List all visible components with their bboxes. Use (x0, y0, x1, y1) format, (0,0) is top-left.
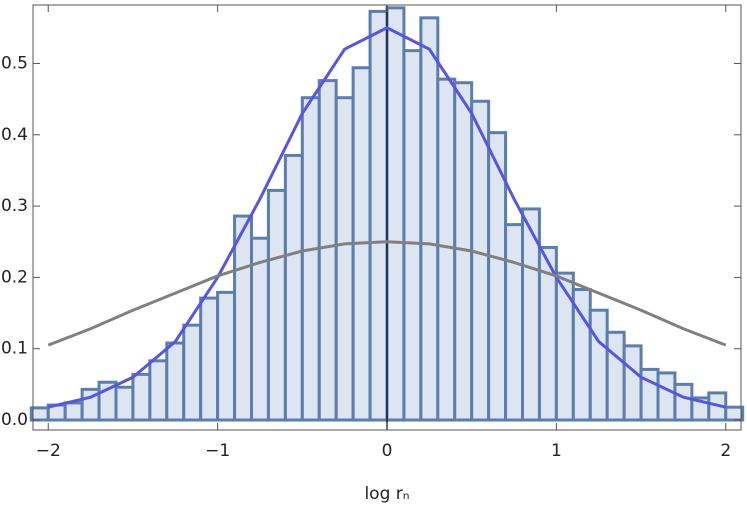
bar (436, 77, 457, 422)
bar (368, 9, 389, 422)
bar (233, 214, 253, 422)
x-tick-label: −1 (205, 441, 230, 461)
bar (148, 359, 169, 422)
bar (199, 296, 220, 422)
bar (402, 49, 423, 422)
bar (470, 99, 491, 422)
bar (673, 382, 694, 422)
bar (385, 6, 406, 422)
bar (266, 188, 287, 422)
y-tick-label: 0.3 (1, 196, 28, 216)
bar (656, 371, 677, 422)
curve (47, 240, 727, 347)
x-tick-label: 1 (551, 441, 562, 461)
curve (47, 26, 727, 409)
y-tick-label: 0.2 (1, 267, 28, 287)
x-tick-label: 0 (382, 441, 393, 461)
y-tick-label: 0.0 (1, 410, 28, 430)
bar (300, 96, 321, 422)
bar (504, 223, 525, 422)
bar (182, 323, 203, 422)
bar (554, 271, 575, 422)
y-tick-label: 0.4 (1, 125, 28, 145)
x-axis-label: log rₙ (364, 484, 409, 504)
bar (63, 401, 84, 422)
bar (283, 153, 304, 422)
bar (622, 344, 643, 422)
bar (114, 385, 135, 422)
bar (165, 341, 186, 422)
y-tick-label: 0.5 (1, 53, 28, 73)
y-tick-label: 0.1 (1, 339, 28, 359)
bar (29, 406, 50, 422)
bar (588, 308, 609, 422)
bar (334, 96, 355, 422)
bar (419, 16, 440, 422)
bar (317, 79, 338, 422)
x-tick-label: 2 (720, 441, 731, 461)
x-tick-label: −2 (36, 441, 61, 461)
bar (605, 330, 626, 422)
bar (131, 372, 152, 422)
bar (724, 405, 745, 422)
bar (216, 290, 237, 422)
